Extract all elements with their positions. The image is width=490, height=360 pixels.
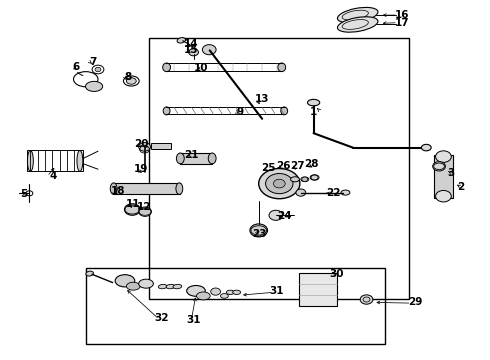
- Ellipse shape: [338, 17, 378, 32]
- Ellipse shape: [126, 78, 136, 84]
- Ellipse shape: [341, 190, 350, 195]
- Text: 2: 2: [457, 182, 464, 192]
- Ellipse shape: [208, 153, 216, 164]
- Text: 16: 16: [394, 10, 409, 20]
- Text: 23: 23: [252, 229, 267, 239]
- Text: 32: 32: [154, 313, 169, 323]
- Ellipse shape: [421, 144, 431, 151]
- Ellipse shape: [176, 183, 183, 194]
- Text: 11: 11: [126, 199, 141, 210]
- Text: 29: 29: [408, 297, 423, 307]
- Text: 9: 9: [237, 107, 244, 117]
- Bar: [151, 143, 171, 149]
- Ellipse shape: [85, 81, 103, 91]
- Text: 30: 30: [329, 269, 343, 279]
- Ellipse shape: [187, 285, 205, 296]
- Circle shape: [360, 295, 373, 304]
- Ellipse shape: [158, 284, 167, 289]
- Ellipse shape: [163, 63, 171, 72]
- Ellipse shape: [338, 8, 378, 23]
- Text: 19: 19: [134, 164, 148, 174]
- Text: 20: 20: [134, 139, 148, 149]
- Bar: [113, 183, 180, 194]
- Ellipse shape: [226, 290, 234, 294]
- Circle shape: [95, 67, 101, 72]
- Text: 5: 5: [20, 189, 27, 199]
- Ellipse shape: [173, 284, 182, 289]
- Ellipse shape: [166, 284, 175, 289]
- Bar: [299, 273, 337, 306]
- Text: 15: 15: [184, 45, 198, 55]
- Circle shape: [296, 189, 306, 196]
- Circle shape: [124, 204, 140, 215]
- Circle shape: [211, 288, 220, 295]
- Ellipse shape: [126, 282, 140, 290]
- Circle shape: [139, 143, 150, 151]
- Ellipse shape: [27, 150, 33, 171]
- Text: 27: 27: [290, 161, 304, 171]
- Text: 26: 26: [276, 161, 291, 171]
- Ellipse shape: [110, 183, 117, 194]
- Text: 7: 7: [89, 57, 97, 67]
- Bar: [86, 268, 385, 344]
- Ellipse shape: [196, 292, 210, 300]
- Ellipse shape: [115, 275, 135, 287]
- Text: 17: 17: [394, 18, 409, 28]
- Ellipse shape: [281, 107, 288, 115]
- Text: 18: 18: [110, 186, 125, 196]
- Ellipse shape: [176, 153, 184, 164]
- Text: 14: 14: [184, 39, 198, 49]
- Ellipse shape: [177, 37, 186, 43]
- Text: 3: 3: [447, 168, 454, 178]
- Ellipse shape: [233, 290, 241, 294]
- Ellipse shape: [310, 175, 319, 180]
- Circle shape: [273, 179, 285, 188]
- Text: 1: 1: [310, 107, 317, 117]
- Circle shape: [189, 49, 198, 56]
- Circle shape: [302, 177, 308, 181]
- Text: 25: 25: [261, 163, 276, 174]
- Ellipse shape: [86, 271, 94, 276]
- Text: 24: 24: [277, 211, 292, 221]
- Text: 4: 4: [49, 171, 57, 181]
- Ellipse shape: [77, 150, 83, 171]
- Ellipse shape: [278, 63, 286, 72]
- Circle shape: [436, 151, 451, 162]
- Text: 21: 21: [184, 150, 198, 160]
- Text: 31: 31: [270, 286, 284, 296]
- Bar: [434, 155, 453, 198]
- Text: 22: 22: [326, 188, 341, 198]
- Bar: [149, 38, 409, 299]
- Circle shape: [436, 190, 451, 202]
- Ellipse shape: [291, 177, 299, 182]
- Bar: [27, 150, 83, 171]
- Circle shape: [433, 162, 445, 171]
- Text: 13: 13: [255, 94, 270, 104]
- Circle shape: [202, 45, 216, 55]
- Ellipse shape: [139, 279, 153, 288]
- Text: 6: 6: [73, 62, 79, 72]
- Ellipse shape: [163, 107, 170, 115]
- Circle shape: [259, 168, 300, 199]
- Ellipse shape: [220, 293, 228, 298]
- Text: 31: 31: [186, 315, 201, 325]
- Bar: [180, 153, 212, 164]
- Circle shape: [250, 224, 268, 237]
- Circle shape: [266, 174, 293, 194]
- Text: 28: 28: [304, 159, 319, 169]
- Circle shape: [139, 207, 151, 216]
- Ellipse shape: [308, 99, 319, 106]
- Text: 10: 10: [194, 63, 208, 73]
- Text: 8: 8: [125, 72, 132, 82]
- Circle shape: [269, 210, 283, 220]
- Text: 12: 12: [137, 202, 152, 212]
